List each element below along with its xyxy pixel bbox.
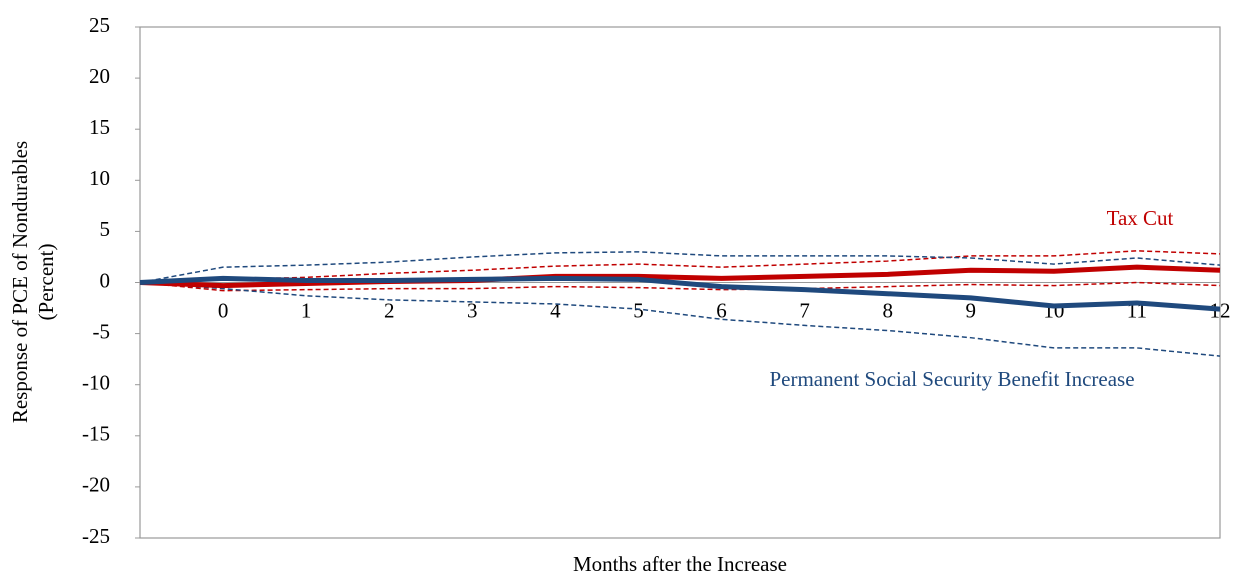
y-tick-label: 10 — [89, 166, 110, 190]
y-axis-title: (Percent) — [34, 244, 58, 321]
y-tick-label: 20 — [89, 64, 110, 88]
x-tick-label: 0 — [218, 298, 229, 322]
x-tick-label: 2 — [384, 298, 395, 322]
y-tick-label: -15 — [82, 422, 110, 446]
x-tick-label: 5 — [633, 298, 644, 322]
y-tick-label: 15 — [89, 115, 110, 139]
y-tick-label: 5 — [100, 217, 111, 241]
y-tick-label: -10 — [82, 371, 110, 395]
y-axis-title: Response of PCE of Nondurables — [8, 141, 32, 423]
x-axis-title: Months after the Increase — [573, 552, 787, 576]
confidence-band — [139, 281, 1221, 357]
confidence-band — [139, 250, 1221, 284]
confidence-band — [139, 281, 1221, 292]
series-label: Tax Cut — [1107, 206, 1174, 230]
x-tick-label: 3 — [467, 298, 478, 322]
y-tick-label: 25 — [89, 13, 110, 37]
series-line — [139, 275, 1221, 312]
x-tick-label: 1 — [301, 298, 312, 322]
x-tick-label: 12 — [1210, 298, 1231, 322]
y-tick-label: 0 — [100, 268, 111, 292]
x-tick-label: 8 — [882, 298, 893, 322]
series-label: Permanent Social Security Benefit Increa… — [769, 367, 1134, 391]
x-tick-label: 7 — [799, 298, 810, 322]
x-tick-label: 6 — [716, 298, 727, 322]
series-line — [139, 264, 1221, 289]
x-tick-label: 4 — [550, 298, 561, 322]
x-tick-label: 9 — [966, 298, 977, 322]
y-tick-label: -5 — [93, 319, 111, 343]
x-tick-label: 10 — [1043, 298, 1064, 322]
y-tick-label: -25 — [82, 524, 110, 548]
y-tick-label: -20 — [82, 473, 110, 497]
